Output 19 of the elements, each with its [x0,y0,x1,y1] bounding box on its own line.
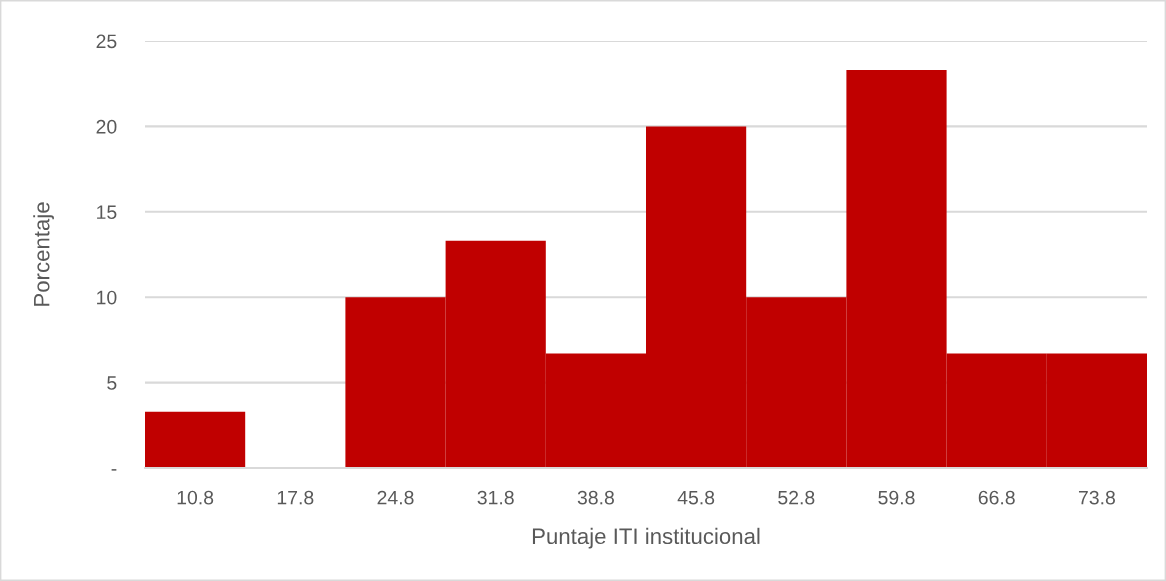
x-tick-label: 73.8 [1078,490,1115,505]
y-axis-title: Porcentaje [33,202,54,306]
x-tick-label: 45.8 [677,490,715,505]
x-tick-label: 66.8 [978,490,1015,505]
x-tick-label: 17.8 [277,490,314,505]
y-tick-label: 15 [97,205,117,220]
bar [145,411,246,468]
y-tick-label: 20 [96,119,117,134]
y-tick-label: 5 [107,376,117,390]
y-tick-label: 10 [97,290,117,305]
x-tick-label: 24.8 [377,490,414,505]
x-tick-label: 52.8 [778,490,815,505]
x-tick-label: 31.8 [477,490,514,505]
y-tick-label: - [111,469,117,471]
x-tick-label: 10.8 [177,490,214,505]
x-axis-title: Puntaje ITI institucional [532,527,760,549]
y-tick-label: 25 [96,34,117,49]
x-tick-label: 38.8 [577,490,614,505]
x-tick-label: 59.8 [878,490,915,505]
